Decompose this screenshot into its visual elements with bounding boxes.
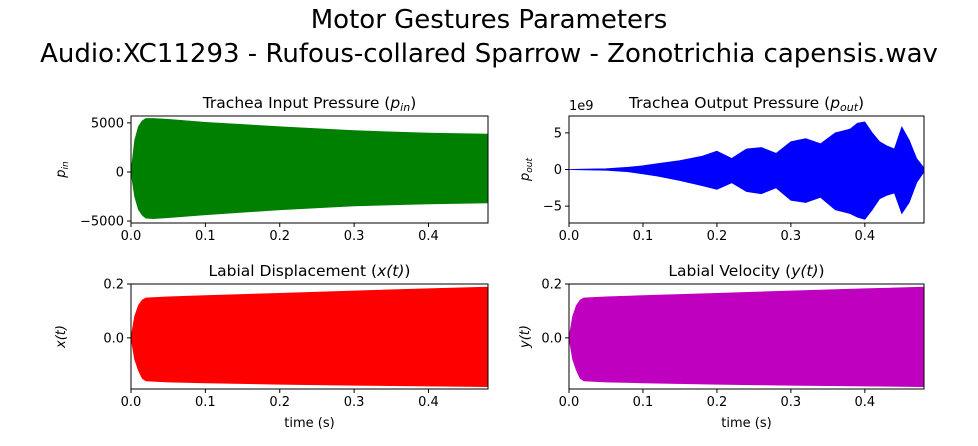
x-tick-label: 0.2 bbox=[269, 229, 290, 244]
x-tick-label: 0.3 bbox=[781, 395, 802, 410]
x-tick-label: 0.0 bbox=[121, 395, 142, 410]
x-tick-label: 0.1 bbox=[195, 395, 216, 410]
y-tick-label: 5000 bbox=[91, 116, 124, 131]
y-tick-label: 0.2 bbox=[103, 278, 124, 293]
signal-area-labial-displacement bbox=[130, 286, 489, 388]
x-tick-label: 0.2 bbox=[269, 395, 290, 410]
x-tick-label: 0.3 bbox=[781, 229, 802, 244]
x-tick-label: 0.1 bbox=[633, 229, 654, 244]
x-tick-label: 0.0 bbox=[559, 229, 580, 244]
x-tick-label: 0.4 bbox=[854, 229, 875, 244]
signal-area-output-pressure bbox=[568, 121, 925, 220]
y-axis-label-input-pressure: pin bbox=[54, 161, 71, 179]
subplot-labial-velocity: 0.0 0.1 0.2 0.3 0.4 0.0 0.2 Labial Velocity (y(… bbox=[518, 262, 925, 431]
x-axis-label-labial-displacement: time (s) bbox=[284, 416, 334, 431]
y-tick-label: 0.2 bbox=[541, 278, 562, 293]
x-tick-label: 0.0 bbox=[559, 395, 580, 410]
y-tick-label: −5 bbox=[543, 200, 562, 215]
subplot-title-labial-velocity: Labial Velocity (y(t)) bbox=[668, 262, 824, 280]
axes-frame-input-pressure bbox=[130, 115, 489, 224]
x-tick-label: 0.1 bbox=[195, 229, 216, 244]
y-offset-label: 1e9 bbox=[569, 99, 594, 114]
y-axis-label-output-pressure: pout bbox=[518, 158, 535, 182]
x-tick-label: 0.3 bbox=[344, 229, 365, 244]
subplot-title-labial-displacement: Labial Displacement (x(t)) bbox=[209, 262, 411, 280]
figure-title-line1: Motor Gestures Parameters bbox=[310, 5, 668, 35]
subplot-title-output-pressure: Trachea Output Pressure (pout) bbox=[628, 94, 864, 114]
x-tick-label: 0.2 bbox=[707, 395, 728, 410]
x-axis-label-labial-velocity: time (s) bbox=[721, 416, 771, 431]
y-tick-label: 0 bbox=[554, 163, 562, 178]
subplot-output-pressure: 0.0 0.1 0.2 0.3 0.4 −5 0 5 Trachea Output Pressu… bbox=[518, 94, 925, 244]
subplot-title-input-pressure: Trachea Input Pressure (pin) bbox=[202, 94, 417, 114]
axes-frame-labial-velocity bbox=[568, 283, 925, 390]
x-tick-label: 0.1 bbox=[633, 395, 654, 410]
y-tick-label: 0.0 bbox=[103, 331, 124, 346]
y-tick-label: −5000 bbox=[80, 215, 124, 230]
axes-frame-labial-displacement bbox=[130, 283, 489, 390]
x-tick-label: 0.0 bbox=[121, 229, 142, 244]
subplot-labial-displacement: 0.0 0.1 0.2 0.3 0.4 0.0 0.2 Labial Displacement… bbox=[54, 262, 489, 431]
subplot-input-pressure: 0.0 0.1 0.2 0.3 0.4 −5000 0 5000 Trachea Input P… bbox=[54, 94, 489, 244]
y-tick-label: 5 bbox=[554, 126, 562, 141]
y-axis-label-labial-displacement: x(t) bbox=[54, 325, 69, 349]
y-tick-label: 0.0 bbox=[541, 331, 562, 346]
x-tick-label: 0.4 bbox=[854, 395, 875, 410]
x-tick-label: 0.2 bbox=[707, 229, 728, 244]
signal-area-input-pressure bbox=[130, 118, 489, 220]
x-tick-label: 0.3 bbox=[344, 395, 365, 410]
y-tick-label: 0 bbox=[116, 165, 124, 180]
y-axis-label-labial-velocity: y(t) bbox=[518, 325, 533, 349]
signal-area-labial-velocity bbox=[568, 286, 925, 388]
x-tick-label: 0.4 bbox=[418, 395, 439, 410]
figure-title-line2: Audio:XC11293 - Rufous-collared Sparrow … bbox=[40, 39, 938, 69]
x-tick-label: 0.4 bbox=[418, 229, 439, 244]
